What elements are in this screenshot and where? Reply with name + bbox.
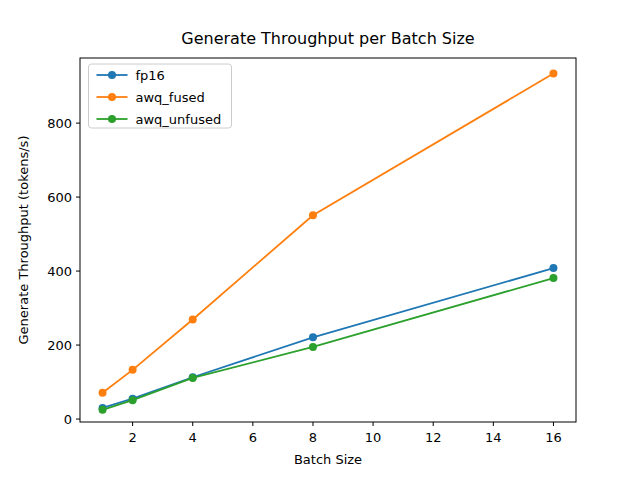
line-chart: Generate Throughput per Batch Size Batch…	[0, 0, 640, 480]
legend-marker	[108, 115, 116, 123]
y-tick-label: 200	[47, 338, 72, 353]
x-tick-label: 10	[365, 430, 382, 445]
series-marker-awq_fused	[309, 211, 317, 219]
chart-title: Generate Throughput per Batch Size	[181, 29, 474, 48]
legend-entry-label: fp16	[136, 68, 165, 83]
series-marker-fp16	[309, 333, 317, 341]
y-tick-label: 0	[64, 412, 72, 427]
series-marker-awq_fused	[129, 366, 137, 374]
series-marker-awq_unfused	[99, 406, 107, 414]
series-marker-awq_fused	[549, 70, 557, 78]
series-marker-awq_fused	[189, 316, 197, 324]
series-marker-awq_unfused	[129, 396, 137, 404]
y-tick-label: 600	[47, 190, 72, 205]
x-tick-label: 2	[128, 430, 136, 445]
x-tick-label: 14	[485, 430, 502, 445]
series-marker-fp16	[549, 264, 557, 272]
y-tick-label: 400	[47, 264, 72, 279]
x-tick-label: 4	[189, 430, 197, 445]
x-tick-label: 8	[309, 430, 317, 445]
x-tick-label: 16	[545, 430, 562, 445]
series-marker-awq_fused	[99, 389, 107, 397]
x-tick-label: 12	[425, 430, 442, 445]
series-marker-awq_unfused	[549, 274, 557, 282]
x-tick-label: 6	[249, 430, 257, 445]
y-axis-label: Generate Throughput (tokens/s)	[16, 136, 31, 345]
series-marker-awq_unfused	[309, 343, 317, 351]
series-marker-awq_unfused	[189, 374, 197, 382]
y-tick-label: 800	[47, 116, 72, 131]
legend-entry-label: awq_unfused	[136, 112, 222, 127]
x-axis-label: Batch Size	[294, 452, 362, 467]
series-line-awq_unfused	[103, 278, 554, 410]
legend: fp16 awq_fused awq_unfused	[89, 64, 232, 128]
legend-entry-label: awq_fused	[136, 90, 205, 105]
chart-figure: Generate Throughput per Batch Size Batch…	[0, 0, 640, 480]
legend-marker	[108, 71, 116, 79]
legend-marker	[108, 93, 116, 101]
